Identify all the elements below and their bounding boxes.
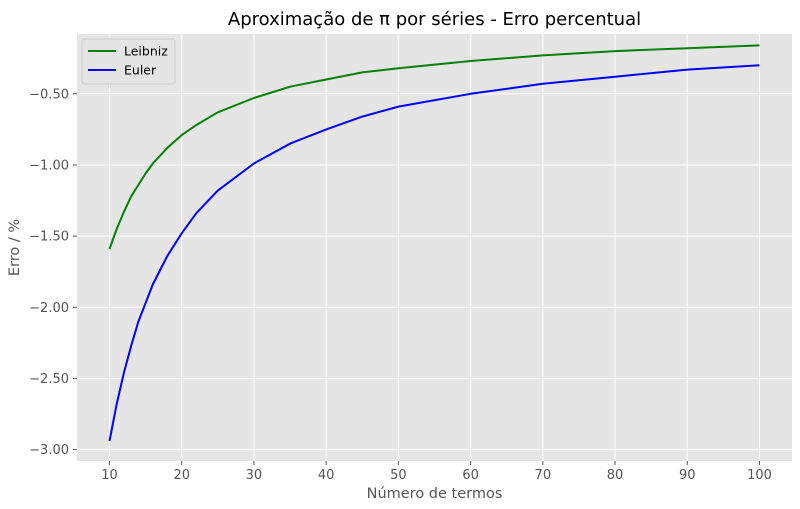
x-tick-label: 70	[535, 468, 552, 483]
y-tick-label: −3.00	[29, 443, 69, 458]
y-axis-label: Erro / %	[7, 219, 23, 276]
legend: Leibniz Euler	[81, 38, 176, 85]
x-axis-ticks: 10 20 30 40 50 60 70 80 90 100	[101, 461, 772, 483]
x-tick-label: 40	[318, 468, 335, 483]
y-tick-label: −2.50	[29, 372, 69, 387]
legend-label-leibniz: Leibniz	[124, 44, 168, 59]
plot-area	[77, 34, 792, 461]
series-line-leibniz	[108, 44, 760, 250]
x-tick-label: 50	[390, 468, 407, 483]
x-tick-label: 60	[462, 468, 479, 483]
y-tick-label: −0.50	[29, 87, 69, 102]
chart-title: Aproximação de π por séries - Erro perce…	[228, 9, 641, 30]
x-tick-label: 100	[747, 468, 772, 483]
y-tick-label: −1.50	[29, 230, 69, 245]
y-axis-ticks: −3.00 −2.50 −2.00 −1.50 −1.00 −0.50	[29, 87, 77, 458]
x-tick-label: 20	[173, 468, 190, 483]
series-lines	[108, 44, 760, 442]
legend-label-euler: Euler	[124, 63, 157, 78]
x-axis-label: Número de termos	[367, 486, 503, 502]
x-tick-label: 10	[101, 468, 118, 483]
grid-lines	[77, 34, 792, 461]
x-tick-label: 80	[607, 468, 624, 483]
x-tick-label: 30	[246, 468, 263, 483]
y-tick-label: −2.00	[29, 301, 69, 316]
series-line-euler	[108, 64, 760, 442]
y-tick-label: −1.00	[29, 158, 69, 173]
x-tick-label: 90	[679, 468, 696, 483]
